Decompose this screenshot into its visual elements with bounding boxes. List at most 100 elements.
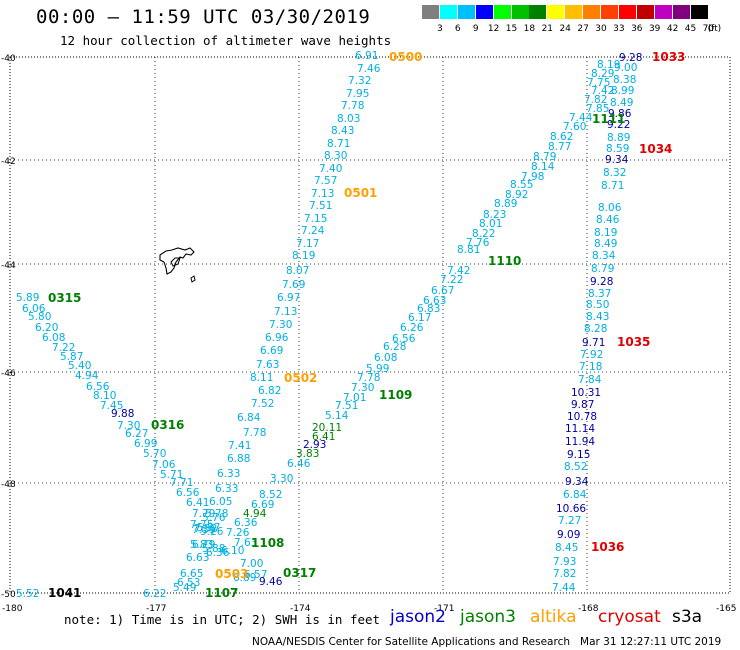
legend-s3a: s3a bbox=[672, 607, 703, 627]
page-subtitle: 12 hour collection of altimeter wave hei… bbox=[60, 33, 392, 48]
swh-value: 7.69 bbox=[282, 279, 305, 291]
swh-value: 7.75 bbox=[587, 77, 610, 89]
swh-value: 5.14 bbox=[325, 410, 349, 422]
pass-time-0501: 0501 bbox=[344, 186, 377, 200]
pass-time-0315: 0315 bbox=[48, 291, 81, 305]
swh-value: 8.52 bbox=[564, 461, 587, 473]
scale-label: 36 bbox=[631, 24, 643, 34]
swh-value: 6.27 bbox=[125, 428, 148, 440]
swh-value: 7.22 bbox=[52, 342, 75, 354]
swh-value: 8.03 bbox=[337, 113, 360, 125]
swh-value: 7.01 bbox=[343, 392, 366, 404]
swh-value: 10.66 bbox=[556, 503, 586, 515]
measurement-labels: 6.917.467.327.957.788.038.438.718.307.40… bbox=[16, 50, 642, 600]
scale-label: 27 bbox=[577, 24, 589, 34]
swh-value: 7.78 bbox=[243, 427, 266, 439]
swh-value: 7.30 bbox=[269, 319, 292, 331]
swh-value: 9.46 bbox=[259, 576, 283, 588]
swh-value: 5.71 bbox=[160, 469, 183, 481]
swh-value: 5.26 bbox=[200, 526, 224, 538]
swh-value: 7.40 bbox=[319, 163, 342, 175]
swh-value: 7.60 bbox=[563, 121, 586, 133]
swh-value: 9.71 bbox=[582, 337, 605, 349]
swh-value: 9.88 bbox=[111, 408, 134, 420]
swh-value: 6.08 bbox=[42, 332, 65, 344]
legend-jason3: jason3 bbox=[460, 607, 516, 627]
pass-time-0316: 0316 bbox=[151, 418, 184, 432]
pass-time-1107: 1107 bbox=[205, 586, 238, 600]
swh-value: 8.49 bbox=[594, 238, 617, 250]
swh-value: 3.83 bbox=[296, 448, 319, 460]
swh-value: 8.38 bbox=[613, 74, 636, 86]
pass-time-1035: 1035 bbox=[617, 335, 650, 349]
swh-value: 6.10 bbox=[221, 545, 244, 557]
swh-value: 8.07 bbox=[286, 265, 309, 277]
scale-swatch bbox=[457, 5, 475, 19]
swh-value: 8.06 bbox=[598, 202, 622, 214]
swh-value: 7.22 bbox=[440, 274, 463, 286]
lat-tick-label: -48 bbox=[1, 480, 16, 490]
swh-value: 9.87 bbox=[571, 399, 594, 411]
swh-value: 8.55 bbox=[510, 179, 533, 191]
scale-label: 21 bbox=[541, 24, 554, 34]
scale-swatch bbox=[672, 5, 690, 19]
swh-value: 7.93 bbox=[553, 556, 576, 568]
scale-swatch bbox=[690, 5, 708, 19]
swh-value: 6.36 bbox=[234, 517, 258, 529]
swh-value: 9.34 bbox=[565, 476, 589, 488]
swh-value: 8.59 bbox=[606, 143, 629, 155]
swh-value: 8.89 bbox=[607, 132, 630, 144]
pass-time-0500: 0500 bbox=[389, 50, 422, 64]
swh-value: 6.63 bbox=[423, 295, 446, 307]
swh-value: 5.40 bbox=[68, 360, 91, 372]
swh-value: 6.06 bbox=[22, 303, 46, 315]
lon-tick-label: -180 bbox=[2, 604, 23, 614]
swh-value: 6.33 bbox=[217, 468, 240, 480]
pass-time-1108: 1108 bbox=[251, 536, 284, 550]
swh-value: 8.22 bbox=[472, 228, 495, 240]
swh-value: 8.49 bbox=[610, 97, 633, 109]
scale-swatch bbox=[565, 5, 583, 19]
legend-jason2: jason2 bbox=[390, 607, 446, 627]
swh-value: 6.56 bbox=[176, 487, 200, 499]
scale-swatch bbox=[547, 5, 565, 19]
swh-value: 6.79 bbox=[192, 539, 215, 551]
credit-line: NOAA/NESDIS Center for Satellite Applica… bbox=[252, 636, 722, 648]
swh-value: 6.28 bbox=[383, 341, 406, 353]
scale-label: 24 bbox=[559, 24, 571, 34]
swh-value: 7.32 bbox=[348, 75, 371, 87]
swh-value: 9.86 bbox=[608, 108, 632, 120]
swh-value: 7.44 bbox=[552, 582, 576, 594]
scale-swatch bbox=[422, 5, 439, 19]
scale-swatch bbox=[475, 5, 493, 19]
pass-time-1033: 1033 bbox=[652, 50, 685, 64]
swh-value: 8.29 bbox=[591, 68, 614, 80]
swh-value: 8.77 bbox=[548, 141, 571, 153]
lat-tick-label: -42 bbox=[1, 157, 16, 167]
swh-value: 5.49 bbox=[173, 582, 196, 594]
scale-label: 3 bbox=[437, 24, 443, 34]
swh-value: 6.53 bbox=[177, 577, 200, 589]
swh-value: 6.46 bbox=[287, 458, 311, 470]
pass-time-0503: 0503 bbox=[215, 567, 248, 581]
swh-value: 7.00 bbox=[240, 558, 263, 570]
swh-value: 6.57 bbox=[244, 569, 267, 581]
swh-value: 8.01 bbox=[479, 218, 502, 230]
swh-value: 6.97 bbox=[277, 292, 300, 304]
pass-time-0502: 0502 bbox=[284, 371, 317, 385]
swh-value: 7.82 bbox=[584, 94, 607, 106]
swh-value: 7.42 bbox=[447, 265, 470, 277]
swh-value: 7.17 bbox=[296, 238, 319, 250]
scale-label: (ft) bbox=[707, 24, 722, 34]
scale-swatch bbox=[583, 5, 601, 19]
swh-value: 8.52 bbox=[259, 489, 282, 501]
swh-value: 6.65 bbox=[180, 568, 203, 580]
swh-value: 7.44 bbox=[569, 112, 593, 124]
legend-cryosat: cryosat bbox=[598, 607, 661, 627]
swh-value: 2.93 bbox=[303, 439, 326, 451]
swh-value: 11.94 bbox=[565, 436, 595, 448]
scale-swatch bbox=[493, 5, 511, 19]
scale-swatch bbox=[601, 5, 618, 19]
swh-value: 6.67 bbox=[431, 285, 454, 297]
swh-value: 8.71 bbox=[327, 138, 350, 150]
